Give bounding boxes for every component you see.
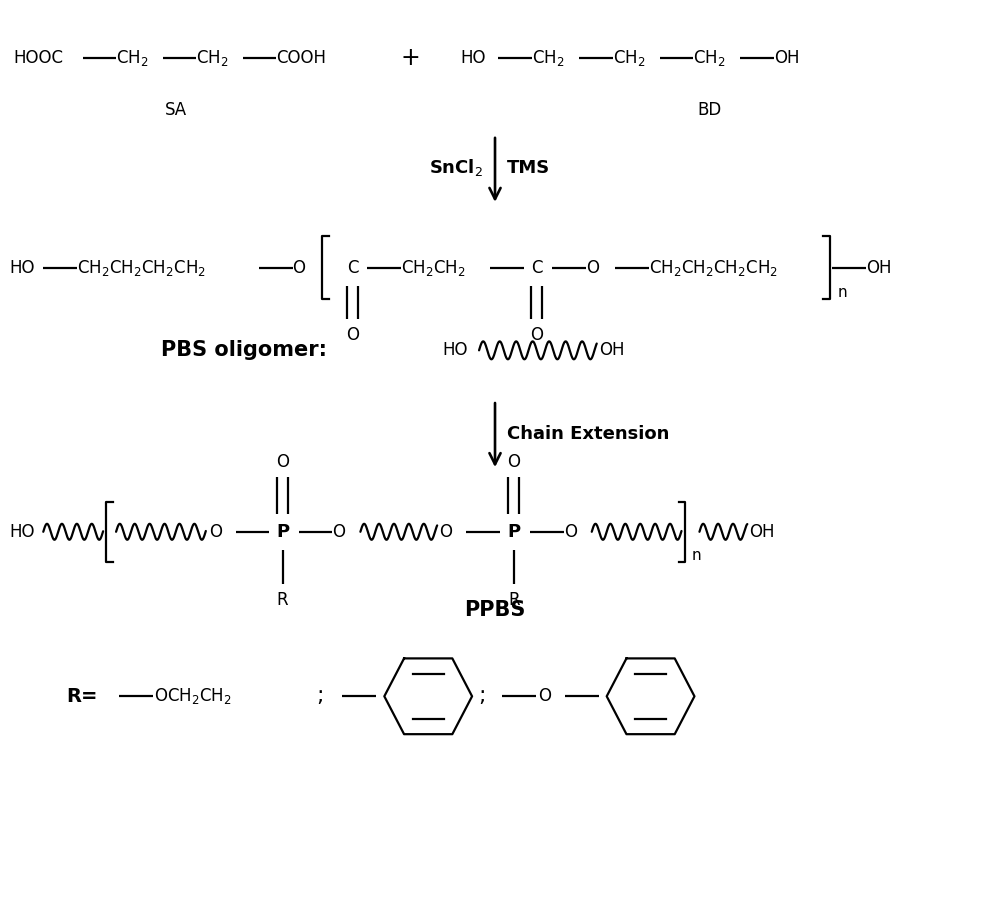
Text: O: O — [293, 258, 306, 277]
Text: CH$_2$CH$_2$CH$_2$CH$_2$: CH$_2$CH$_2$CH$_2$CH$_2$ — [649, 257, 778, 278]
Text: O: O — [507, 453, 520, 471]
Text: O: O — [538, 687, 551, 705]
Text: Chain Extension: Chain Extension — [507, 425, 669, 443]
Text: CH$_2$CH$_2$CH$_2$CH$_2$: CH$_2$CH$_2$CH$_2$CH$_2$ — [77, 257, 206, 278]
Text: COOH: COOH — [276, 49, 326, 67]
Text: OH: OH — [749, 523, 775, 541]
Text: C: C — [347, 258, 358, 277]
Text: CH$_2$CH$_2$: CH$_2$CH$_2$ — [401, 257, 466, 278]
Text: CH$_2$: CH$_2$ — [116, 48, 149, 68]
Text: R: R — [508, 591, 520, 609]
Text: OCH$_2$CH$_2$: OCH$_2$CH$_2$ — [154, 686, 232, 706]
Text: O: O — [276, 453, 289, 471]
Text: HO: HO — [460, 49, 486, 67]
Text: HOOC: HOOC — [13, 49, 63, 67]
Text: R=: R= — [66, 687, 98, 705]
Text: O: O — [564, 523, 577, 541]
Text: n: n — [838, 285, 848, 300]
Text: OH: OH — [774, 49, 800, 67]
Text: ;: ; — [317, 686, 324, 706]
Text: SnCl$_2$: SnCl$_2$ — [429, 158, 483, 178]
Text: O: O — [530, 326, 543, 345]
Text: OH: OH — [599, 341, 624, 360]
Text: HO: HO — [9, 258, 35, 277]
Text: CH$_2$: CH$_2$ — [532, 48, 564, 68]
Text: O: O — [332, 523, 345, 541]
Text: P: P — [276, 523, 289, 541]
Text: O: O — [209, 523, 222, 541]
Text: n: n — [691, 549, 701, 563]
Text: HO: HO — [9, 523, 35, 541]
Text: TMS: TMS — [507, 159, 550, 177]
Text: SA: SA — [165, 101, 187, 119]
Text: R: R — [277, 591, 288, 609]
Text: P: P — [507, 523, 521, 541]
Text: HO: HO — [442, 341, 468, 360]
Text: O: O — [586, 258, 599, 277]
Text: +: + — [400, 46, 420, 70]
Text: OH: OH — [866, 258, 891, 277]
Text: O: O — [439, 523, 452, 541]
Text: ;: ; — [478, 686, 486, 706]
Text: PBS oligomer:: PBS oligomer: — [161, 340, 327, 361]
Text: CH$_2$: CH$_2$ — [613, 48, 645, 68]
Text: CH$_2$: CH$_2$ — [196, 48, 228, 68]
Text: O: O — [346, 326, 359, 345]
Text: CH$_2$: CH$_2$ — [693, 48, 726, 68]
Text: PPBS: PPBS — [464, 599, 526, 620]
Text: C: C — [531, 258, 543, 277]
Text: BD: BD — [697, 101, 722, 119]
